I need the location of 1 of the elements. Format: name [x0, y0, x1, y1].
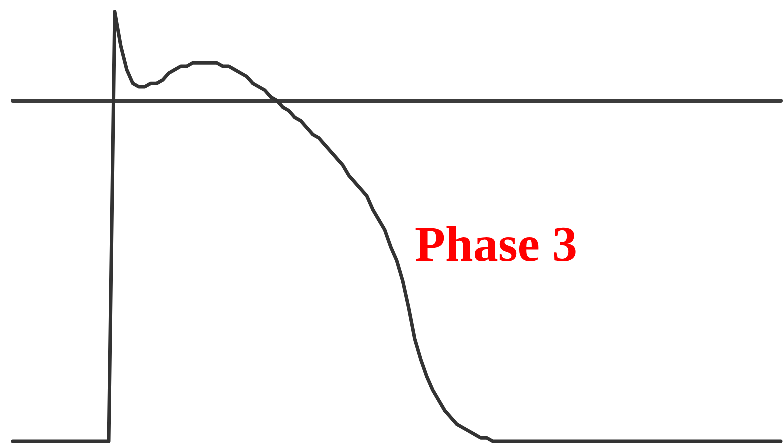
- annotation: Phase 3: [415, 216, 578, 272]
